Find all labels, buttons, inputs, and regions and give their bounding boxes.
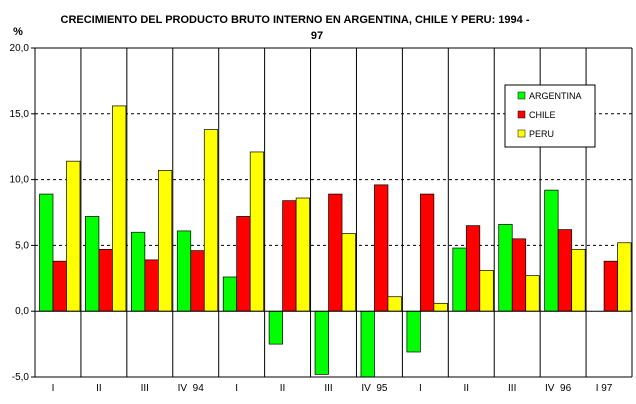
bar-chile-0 (52, 260, 67, 312)
x-tick-label: IV 94 (178, 383, 205, 394)
y-tick-label: 0,0 (15, 306, 29, 317)
x-tick-label: I 97 (596, 383, 613, 394)
bar-peru-7 (387, 296, 402, 312)
x-tick-label: IV 95 (361, 383, 388, 394)
x-tick-label: I (419, 383, 422, 394)
x-tick-label: II (280, 383, 286, 394)
y-axis-label: % (13, 26, 23, 38)
bar-chile-4 (236, 216, 251, 312)
bar-chile-10 (511, 238, 527, 312)
y-tick-labels: -5,0 0,0 5,0 10,0 15,0 20,0 (10, 43, 30, 383)
x-tick-label: II (463, 383, 469, 394)
bar-peru-0 (66, 160, 81, 312)
legend-label-argentina: ARGENTINA (529, 91, 582, 101)
bar-argentina-9 (452, 247, 467, 312)
bar-peru-10 (525, 275, 540, 312)
bars (39, 105, 632, 378)
bar-argentina-5 (268, 310, 283, 345)
x-tick-label: II (96, 383, 102, 394)
y-tick-label: -5,0 (12, 372, 30, 383)
legend-swatch-chile (517, 110, 526, 119)
x-tick-labels: I II III IV 94 I II III IV 95 I II III IV 96 I 97 (52, 383, 613, 394)
bar-chile-8 (420, 193, 435, 312)
bar-argentina-6 (314, 310, 329, 375)
bar-peru-2 (157, 170, 173, 312)
bar-argentina-2 (130, 231, 146, 312)
bar-argentina-10 (498, 223, 513, 312)
x-tick-label: I (52, 383, 55, 394)
x-tick-label: III (324, 383, 332, 394)
x-tick-label: III (508, 383, 516, 394)
y-tick-label: 5,0 (15, 240, 29, 251)
bar-chile-7 (374, 184, 389, 312)
bar-peru-6 (341, 233, 356, 312)
legend-swatch-argentina (517, 91, 526, 100)
bar-argentina-4 (222, 276, 238, 312)
bar-chile-12 (603, 260, 618, 312)
legend-swatch-peru (517, 129, 526, 138)
bar-chile-6 (328, 193, 343, 312)
bar-argentina-7 (360, 310, 375, 378)
bar-chile-11 (557, 229, 573, 312)
x-tick-label: IV 96 (545, 383, 572, 394)
chart-title-line1: CRECIMIENTO DEL PRODUCTO BRUTO INTERNO E… (61, 14, 530, 26)
bar-chile-9 (465, 225, 481, 312)
bar-peru-12 (617, 242, 632, 312)
bar-chile-2 (144, 259, 159, 312)
bar-peru-1 (112, 105, 127, 312)
bar-chile-5 (282, 200, 297, 312)
x-tick-label: III (141, 383, 149, 394)
bar-argentina-1 (85, 216, 100, 312)
bar-peru-8 (433, 302, 448, 312)
x-tick-label: I (235, 383, 238, 394)
legend-label-chile: CHILE (529, 110, 556, 120)
bar-peru-3 (203, 129, 219, 312)
bar-peru-11 (571, 248, 586, 312)
axes (31, 47, 633, 378)
bar-chile-3 (190, 250, 205, 312)
bar-argentina-8 (406, 310, 421, 353)
y-tick-label: 20,0 (10, 43, 30, 54)
y-tick-label: 15,0 (10, 109, 30, 120)
bar-chile-1 (98, 248, 113, 312)
legend: ARGENTINA CHILE PERU (504, 84, 596, 148)
bar-peru-4 (249, 151, 265, 312)
legend-label-peru: PERU (529, 129, 554, 139)
bar-argentina-3 (176, 230, 192, 312)
bar-argentina-0 (39, 193, 54, 312)
bar-peru-5 (295, 197, 310, 312)
bar-argentina-11 (544, 189, 559, 312)
chart-title-line2: 97 (311, 30, 323, 42)
y-tick-label: 10,0 (10, 175, 30, 186)
bar-peru-9 (479, 270, 494, 312)
